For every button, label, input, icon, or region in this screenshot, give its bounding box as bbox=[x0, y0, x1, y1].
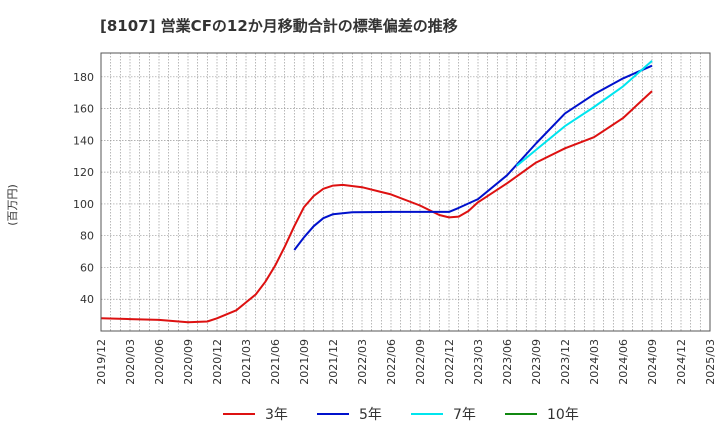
x-tick-label: 2024/03 bbox=[588, 339, 601, 385]
x-tick-label: 2024/09 bbox=[646, 339, 659, 385]
y-tick-label: 120 bbox=[73, 166, 94, 179]
grid-lines bbox=[100, 53, 711, 331]
chart-title: [8107] 営業CFの12か月移動合計の標準偏差の推移 bbox=[100, 17, 458, 35]
y-axis-label: (百万円) bbox=[6, 184, 19, 226]
x-tick-label: 2022/12 bbox=[443, 339, 456, 385]
plot-frame bbox=[100, 52, 711, 332]
y-tick-label: 100 bbox=[73, 198, 94, 211]
legend-label: 3年 bbox=[265, 407, 288, 423]
y-tick-label: 40 bbox=[80, 293, 94, 306]
y-tick-label: 160 bbox=[73, 103, 94, 116]
x-tick-label: 2022/06 bbox=[385, 339, 398, 385]
series-line-3年 bbox=[100, 90, 653, 324]
x-tick-label: 2021/06 bbox=[269, 339, 282, 385]
x-tick-labels: 2019/12 2020/03 2020/06 2020/09 2020/12 2021/… bbox=[95, 339, 717, 385]
x-tick-label: 2023/09 bbox=[530, 339, 543, 385]
legend-label: 7年 bbox=[453, 407, 476, 423]
x-tick-label: 2021/12 bbox=[327, 339, 340, 385]
y-tick-labels: 40 60 80 100 120 140 160 180 bbox=[73, 71, 94, 306]
x-tick-label: 2023/12 bbox=[559, 339, 572, 385]
legend-label: 10年 bbox=[547, 407, 579, 423]
x-tick-label: 2024/06 bbox=[617, 339, 630, 385]
x-tick-label: 2020/06 bbox=[153, 339, 166, 385]
y-tick-label: 60 bbox=[80, 261, 94, 274]
x-tick-label: 2020/03 bbox=[124, 339, 137, 385]
x-tick-label: 2020/09 bbox=[182, 339, 195, 385]
x-tick-label: 2023/03 bbox=[472, 339, 485, 385]
y-tick-label: 80 bbox=[80, 230, 94, 243]
series-line-7年 bbox=[516, 60, 653, 167]
y-tick-label: 140 bbox=[73, 134, 94, 147]
x-tick-label: 2019/12 bbox=[95, 339, 108, 385]
x-tick-label: 2022/03 bbox=[356, 339, 369, 385]
x-tick-label: 2024/12 bbox=[675, 339, 688, 385]
legend-label: 5年 bbox=[359, 407, 382, 423]
x-tick-label: 2023/06 bbox=[501, 339, 514, 385]
series-line-5年 bbox=[293, 64, 653, 251]
x-tick-label: 2020/12 bbox=[211, 339, 224, 385]
x-tick-label: 2025/03 bbox=[704, 339, 717, 385]
x-tick-label: 2021/09 bbox=[298, 339, 311, 385]
x-tick-label: 2021/03 bbox=[240, 339, 253, 385]
legend: 3年 5年 7年 10年 bbox=[223, 407, 579, 423]
x-tick-label: 2022/09 bbox=[414, 339, 427, 385]
series-lines bbox=[100, 60, 653, 324]
y-tick-label: 180 bbox=[73, 71, 94, 84]
